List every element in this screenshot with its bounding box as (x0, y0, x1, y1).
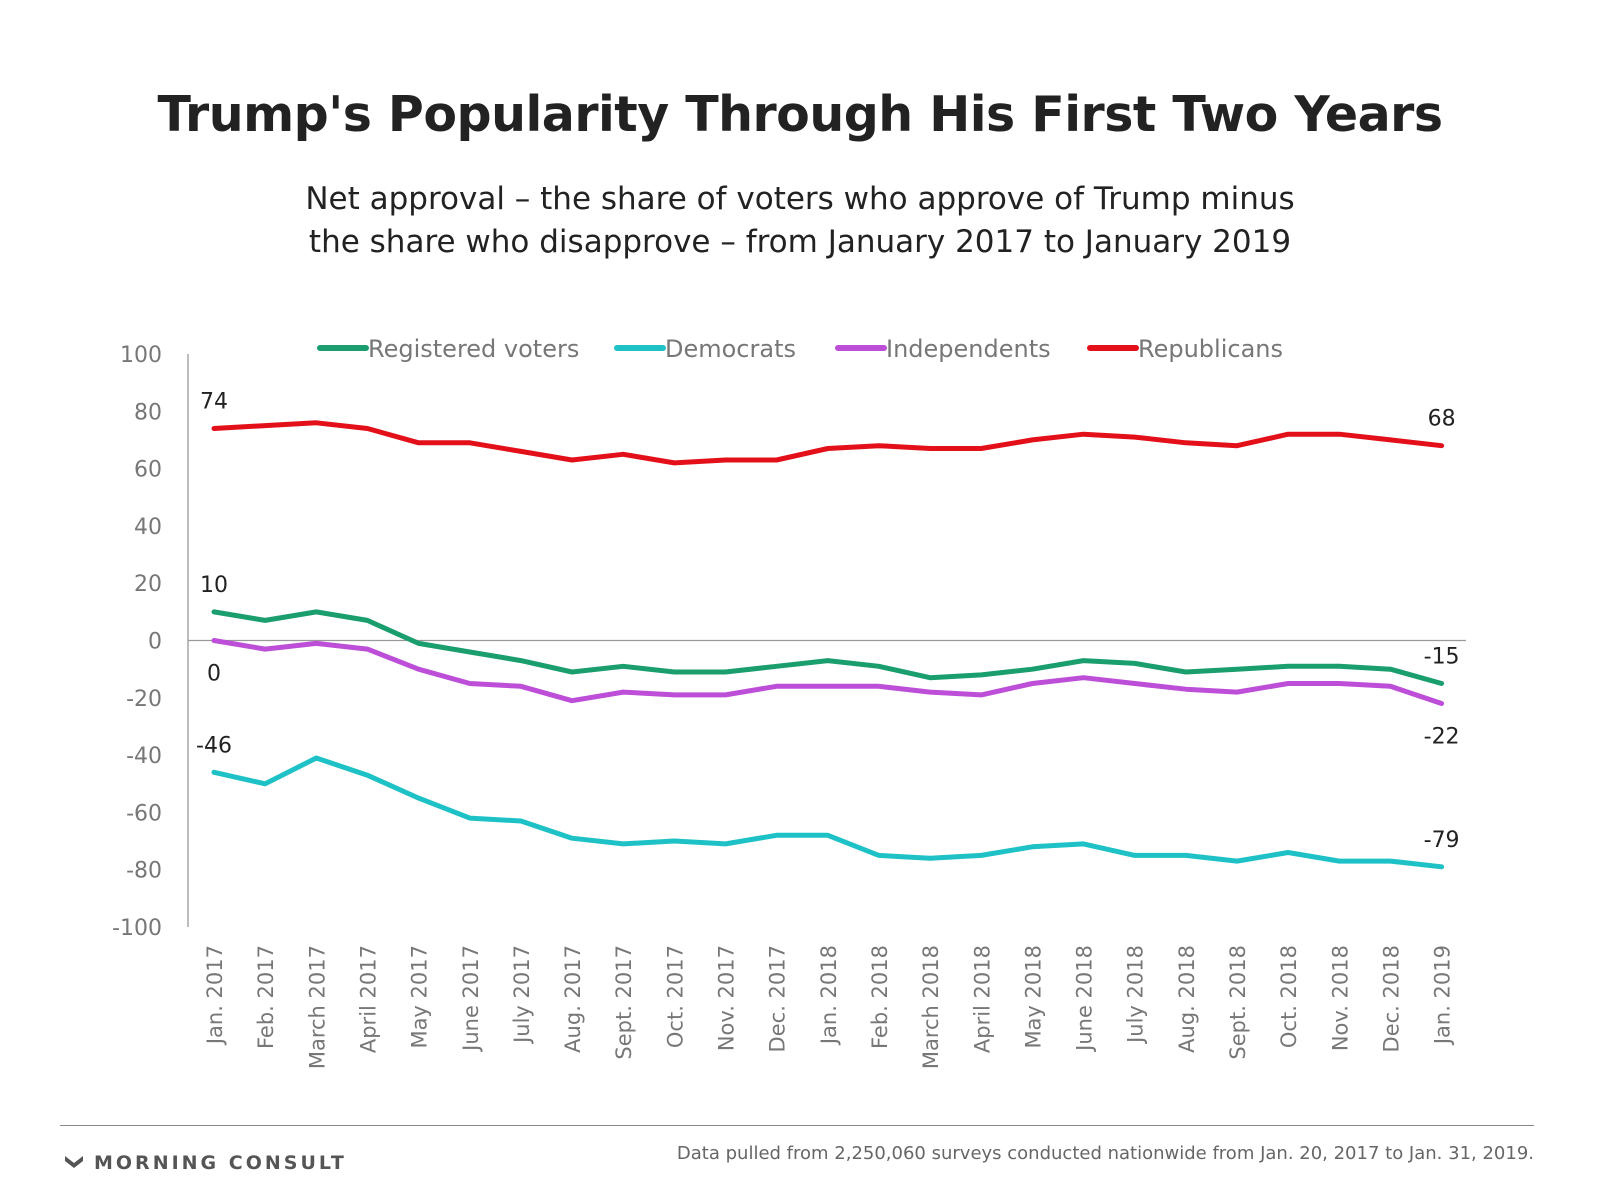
legend-label: Independents (886, 335, 1051, 363)
y-tick-label: -60 (126, 801, 162, 826)
y-tick-label: 0 (148, 630, 162, 655)
series-lines (211, 420, 1445, 870)
x-tick-label: Sept. 2018 (1226, 945, 1250, 1060)
x-tick-label: Oct. 2017 (663, 945, 687, 1048)
data-label: -46 (196, 733, 232, 758)
x-tick-label: Feb. 2018 (868, 945, 892, 1049)
x-tick-label: May 2018 (1021, 945, 1045, 1049)
y-tick-label: 20 (134, 572, 162, 597)
data-labels: 10 -15 -46 -79 0 -22 74 68 (196, 389, 1460, 852)
source-note: Data pulled from 2,250,060 surveys condu… (676, 1143, 1534, 1164)
chart-legend: Registered voters Democrats Independents Re… (317, 335, 1283, 363)
data-label: -79 (1424, 828, 1460, 853)
subtitle-line-1: Net approval – the share of voters who a… (305, 181, 1295, 217)
x-tick-label: Feb. 2017 (254, 945, 278, 1049)
chart-title: Trump's Popularity Through His First Two… (157, 86, 1443, 143)
data-label: 68 (1428, 407, 1456, 432)
x-tick-label: March 2018 (919, 945, 943, 1069)
data-label: 10 (200, 573, 228, 598)
x-tick-label: Aug. 2018 (1175, 945, 1199, 1053)
x-tick-label: June 2018 (1073, 945, 1097, 1053)
x-tick-label: Sept. 2017 (612, 945, 636, 1060)
x-tick-label: April 2017 (356, 945, 380, 1053)
y-tick-label: 100 (120, 343, 162, 368)
data-label: -22 (1424, 725, 1460, 750)
y-tick-label: -40 (126, 744, 162, 769)
y-tick-label: -100 (112, 916, 162, 941)
series-line-republicans (211, 420, 1445, 466)
x-tick-label: June 2017 (459, 945, 483, 1053)
x-tick-label: Aug. 2017 (561, 945, 585, 1053)
morning-consult-logo-icon (65, 1156, 83, 1168)
data-label: -15 (1424, 644, 1460, 669)
y-tick-label: 60 (134, 458, 162, 483)
x-tick-label: Jan. 2018 (817, 945, 841, 1046)
x-tick-label: July 2017 (510, 945, 534, 1045)
x-tick-label: April 2018 (970, 945, 994, 1053)
series-line-independents (211, 638, 1445, 706)
y-tick-label: 40 (134, 515, 162, 540)
x-tick-label: Jan. 2019 (1431, 945, 1455, 1046)
y-tick-label: 80 (134, 400, 162, 425)
subtitle-line-2: the share who disapprove – from January … (308, 224, 1292, 260)
series-line-registered-voters (211, 609, 1445, 686)
footer-divider (60, 1125, 1534, 1126)
x-tick-label: July 2018 (1124, 945, 1148, 1045)
x-tick-label: Dec. 2017 (766, 945, 790, 1052)
x-tick-label: Jan. 2017 (203, 945, 227, 1046)
legend-label: Democrats (665, 335, 796, 363)
x-tick-label: March 2017 (305, 945, 329, 1069)
chart-subtitle: Net approval – the share of voters who a… (0, 178, 1600, 264)
x-tick-label: Nov. 2018 (1328, 945, 1352, 1051)
brand-logo: MORNING CONSULT (64, 1152, 347, 1174)
x-tick-label: Nov. 2017 (715, 945, 739, 1051)
y-tick-label: -20 (126, 687, 162, 712)
x-tick-label: May 2017 (408, 945, 432, 1049)
legend-label: Registered voters (368, 335, 579, 363)
data-label: 0 (207, 662, 221, 687)
x-tick-label: Oct. 2018 (1277, 945, 1301, 1048)
brand-name: MORNING CONSULT (94, 1152, 347, 1174)
y-tick-label: -80 (126, 859, 162, 884)
x-tick-label: Dec. 2018 (1379, 945, 1403, 1052)
data-label: 74 (200, 389, 228, 414)
series-line-democrats (211, 755, 1445, 870)
legend-label: Republicans (1138, 335, 1283, 363)
